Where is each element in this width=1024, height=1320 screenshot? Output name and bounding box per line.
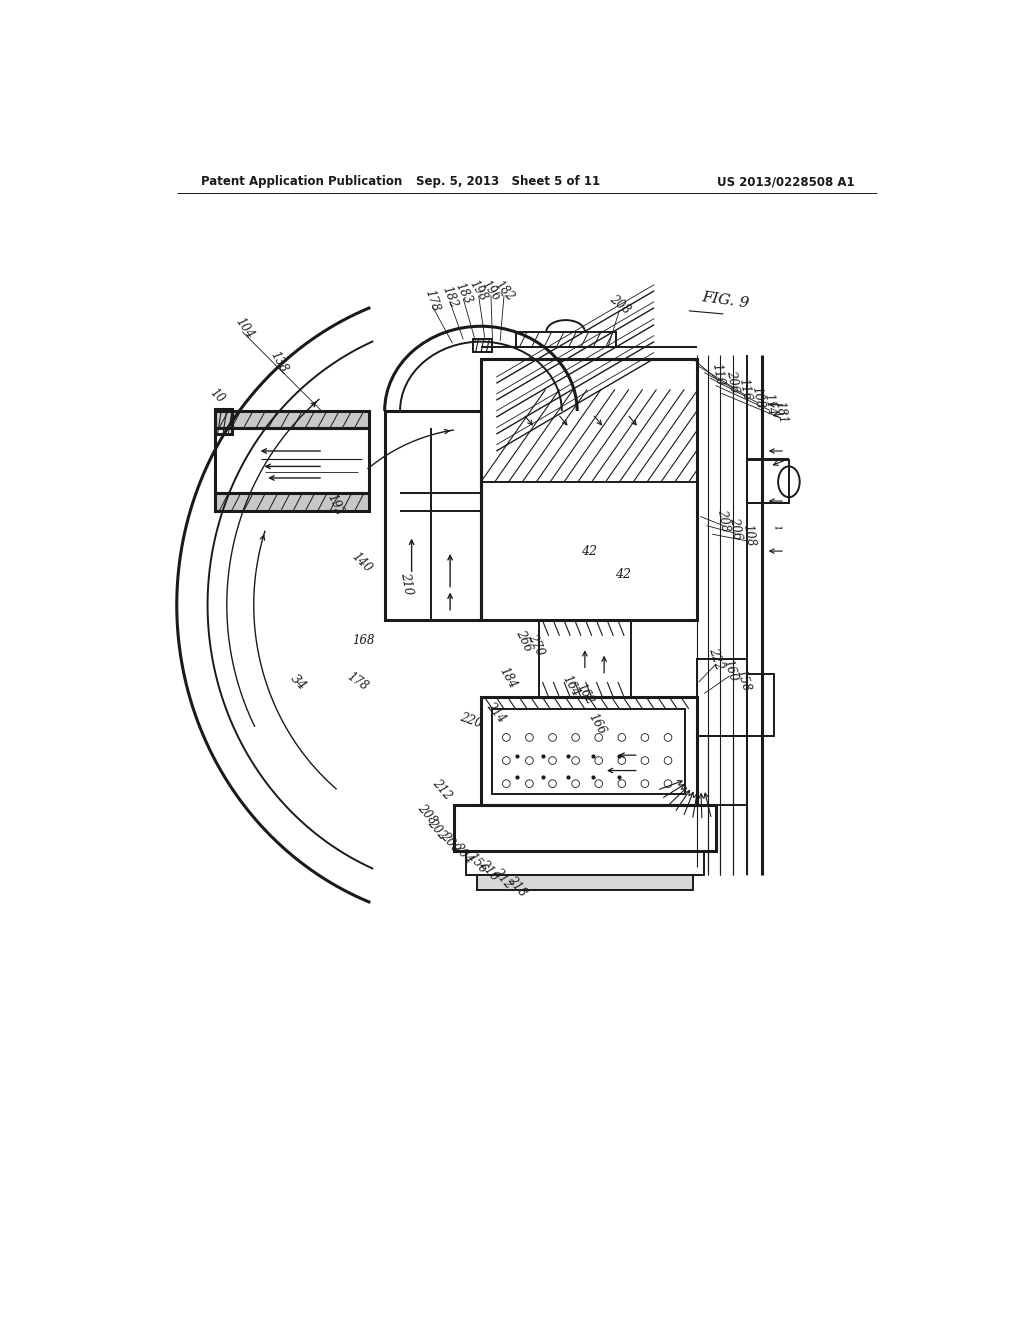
Text: 182: 182 <box>492 279 516 304</box>
Text: 181: 181 <box>772 400 788 425</box>
Bar <box>746 675 773 737</box>
Text: 168: 168 <box>352 634 375 647</box>
Text: 178: 178 <box>345 671 371 694</box>
Text: US 2013/0228508 A1: US 2013/0228508 A1 <box>717 176 854 187</box>
Text: 42: 42 <box>615 568 632 581</box>
Text: 140: 140 <box>349 550 374 576</box>
Text: 220: 220 <box>458 710 483 730</box>
Text: 204: 204 <box>451 840 475 866</box>
Text: 183: 183 <box>453 280 474 306</box>
Text: 270: 270 <box>525 632 547 657</box>
Text: 208: 208 <box>415 801 439 828</box>
Bar <box>539 620 631 697</box>
Text: 206: 206 <box>727 516 744 540</box>
Text: Patent Application Publication: Patent Application Publication <box>202 176 402 187</box>
Bar <box>481 697 696 805</box>
Text: 196: 196 <box>479 279 503 304</box>
Bar <box>493 709 685 793</box>
Text: 212: 212 <box>492 866 515 891</box>
Text: 198: 198 <box>467 277 490 304</box>
Text: 108: 108 <box>739 524 757 548</box>
Text: 34: 34 <box>288 672 309 693</box>
Bar <box>477 875 692 890</box>
Text: 116: 116 <box>736 378 754 401</box>
Text: 42: 42 <box>581 545 597 557</box>
Text: 156: 156 <box>465 850 489 875</box>
Text: 164: 164 <box>560 673 583 698</box>
Text: 184: 184 <box>497 665 519 692</box>
Text: 222: 222 <box>707 647 725 672</box>
Text: 178: 178 <box>423 288 442 314</box>
Bar <box>481 359 696 620</box>
Bar <box>696 737 746 805</box>
Text: 104: 104 <box>232 315 256 341</box>
Text: 206: 206 <box>724 370 741 393</box>
Text: 208: 208 <box>606 293 632 317</box>
Bar <box>473 339 493 352</box>
Text: 192: 192 <box>324 492 345 517</box>
Bar <box>515 331 615 347</box>
Text: Sep. 5, 2013   Sheet 5 of 11: Sep. 5, 2013 Sheet 5 of 11 <box>416 176 600 187</box>
Bar <box>454 805 716 851</box>
Bar <box>385 411 481 620</box>
Text: 166: 166 <box>585 711 607 738</box>
Bar <box>696 659 746 737</box>
Text: 182: 182 <box>440 284 461 310</box>
Text: 202: 202 <box>425 817 450 842</box>
Bar <box>215 494 370 511</box>
Text: 114: 114 <box>761 392 778 417</box>
Text: 162: 162 <box>573 681 596 706</box>
Bar <box>215 409 232 434</box>
Text: 160: 160 <box>720 657 739 684</box>
Text: 200: 200 <box>438 829 462 855</box>
Bar <box>466 851 705 875</box>
Text: 158: 158 <box>733 668 753 693</box>
Bar <box>746 461 788 503</box>
Text: 10: 10 <box>207 385 226 405</box>
Bar <box>215 428 370 494</box>
Text: 266: 266 <box>513 628 535 655</box>
Text: 110: 110 <box>709 362 726 387</box>
Text: 212: 212 <box>430 777 455 803</box>
Text: 218: 218 <box>505 874 529 899</box>
Text: 138: 138 <box>267 350 290 375</box>
Text: FIG. 9: FIG. 9 <box>700 290 750 312</box>
Bar <box>215 411 370 428</box>
Text: 1: 1 <box>771 524 780 532</box>
Text: 214: 214 <box>484 700 509 726</box>
Text: 216: 216 <box>477 858 502 883</box>
Text: 108: 108 <box>749 385 766 409</box>
Text: 208: 208 <box>715 508 732 532</box>
Text: 210: 210 <box>398 572 415 595</box>
